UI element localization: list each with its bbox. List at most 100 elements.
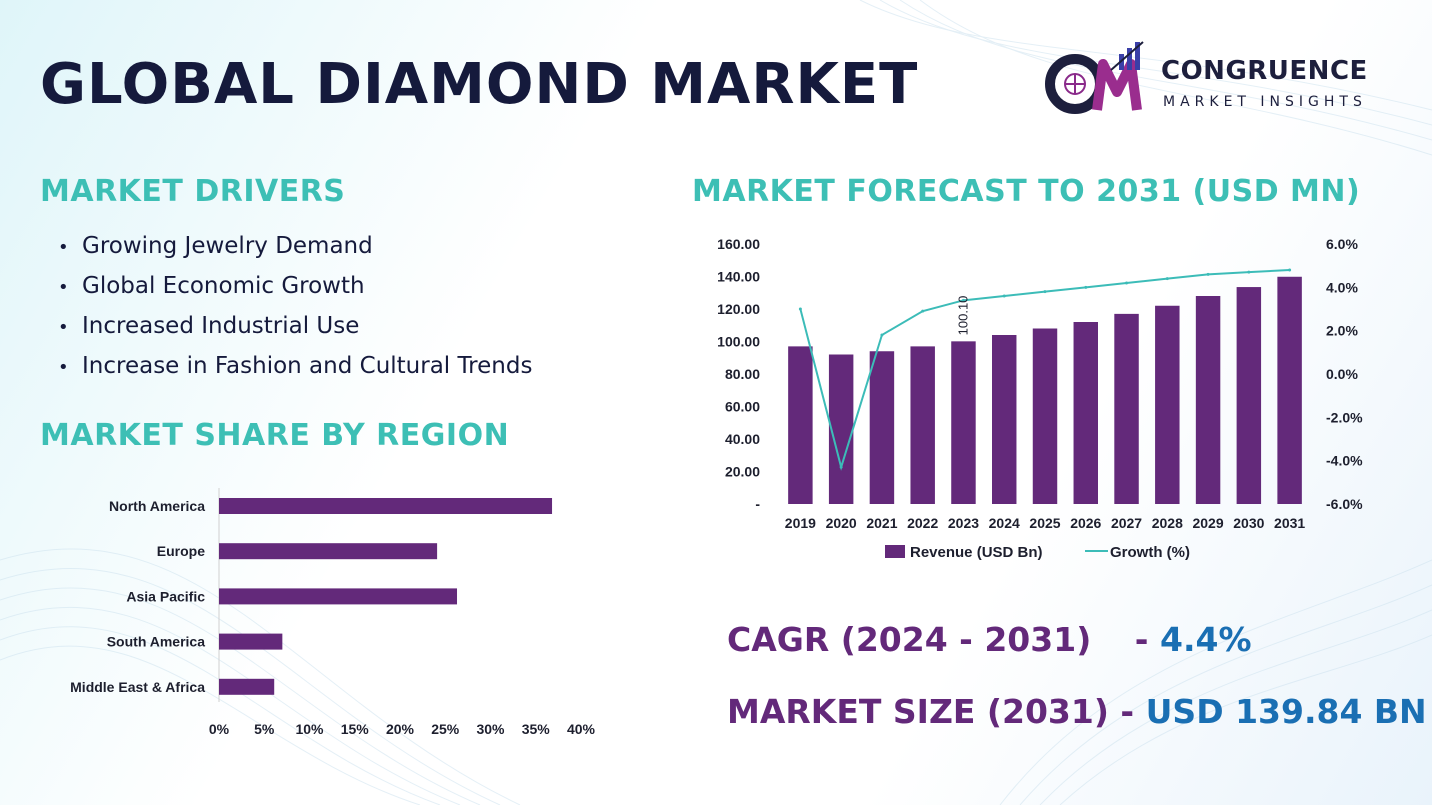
market-size-separator: - [1120,692,1135,731]
x-tick-label: 10% [295,721,324,737]
region-bar [219,678,275,695]
y-left-tick-label: 80.00 [725,366,760,382]
growth-point [1247,270,1251,274]
revenue-bar [1114,313,1139,504]
y-right-tick-label: 6.0% [1326,236,1358,252]
y-right-tick-label: -4.0% [1326,453,1363,469]
market-size-value: USD 139.84 BN [1145,692,1427,731]
legend-growth-label: Growth (%) [1110,544,1190,561]
brand-tagline: MARKET INSIGHTS [1163,94,1367,110]
region-share-chart: North America Europe Asia Pacific South Ame… [70,488,596,737]
growth-point [1043,290,1047,294]
y-left-tick-label: 100.00 [717,334,760,350]
brand-name: CONGRUENCE [1161,56,1368,86]
y-right-tick-label: 0.0% [1326,366,1358,382]
x-tick-label: 2021 [866,515,897,531]
revenue-bar [788,346,813,504]
drivers-heading: MARKET DRIVERS [40,174,346,209]
y-right-tick-label: -2.0% [1326,409,1363,425]
x-tick-label: 2030 [1233,515,1264,531]
y-left-tick-label: 60.00 [725,399,760,415]
cagr-separator: - [1134,620,1149,659]
cagr-stat: CAGR (2024 - 2031) - 4.4% [727,620,1252,659]
revenue-bar [1236,287,1262,504]
revenue-bar [992,335,1017,504]
y-left-tick-label: 20.00 [725,464,760,480]
cm-logo-icon [1045,41,1144,114]
x-tick-label: 2026 [1070,515,1101,531]
market-size-stat: MARKET SIZE (2031) - USD 139.84 BN [727,692,1427,731]
y-right-tick-label: -6.0% [1326,496,1363,512]
region-bar [219,588,458,605]
driver-item: • Global Economic Growth [58,268,532,308]
category-label: South America [107,634,205,650]
legend-revenue-swatch [885,545,905,558]
revenue-bar [910,346,935,504]
revenue-bar [1277,276,1302,504]
x-tick-label: 2022 [907,515,938,531]
y-right-tick-label: 2.0% [1326,323,1358,339]
category-label: Europe [157,543,205,559]
y-left-tick-label: 120.00 [717,301,760,317]
x-tick-label: 35% [522,721,551,737]
y-right-tick-label: 4.0% [1326,279,1358,295]
growth-point [798,307,802,311]
market-size-label: MARKET SIZE (2031) [727,692,1109,731]
growth-point [1002,294,1006,298]
x-tick-label: 5% [254,721,275,737]
growth-point [1288,268,1292,272]
page-title: GLOBAL DIAMOND MARKET [40,52,919,117]
x-tick-label: 2020 [826,515,857,531]
x-tick-label: 2019 [785,515,816,531]
x-tick-label: 0% [209,721,230,737]
category-label: Asia Pacific [126,588,205,604]
category-label: Middle East & Africa [70,679,205,695]
revenue-bar [1073,322,1098,504]
region-bar [219,543,438,560]
x-tick-label: 2023 [948,515,979,531]
growth-point [880,333,884,337]
growth-point [1206,272,1210,276]
revenue-bar [869,351,895,504]
cagr-label: CAGR (2024 - 2031) [727,620,1092,659]
growth-point [1084,285,1088,289]
bullet-icon: • [58,277,69,298]
region-bar [219,498,553,514]
revenue-bar [1155,305,1180,504]
growth-point [961,298,965,302]
x-tick-label: 30% [476,721,505,737]
x-tick-label: 2027 [1111,515,1142,531]
region-bar [219,633,283,650]
driver-item: • Increase in Fashion and Cultural Trends [58,348,532,388]
growth-point [1125,281,1129,285]
x-tick-label: 2028 [1152,515,1183,531]
legend-revenue-label: Revenue (USD Bn) [910,544,1043,561]
revenue-bar [951,341,976,504]
x-tick-label: 2024 [989,515,1020,531]
y-left-tick-label: - [755,496,760,512]
growth-point [921,309,925,313]
x-tick-label: 2031 [1274,515,1305,531]
cagr-value: 4.4% [1159,620,1252,659]
x-tick-label: 40% [567,721,596,737]
category-label: North America [109,498,205,514]
data-label: 100.10 [955,296,970,336]
x-tick-label: 2025 [1029,515,1060,531]
bullet-icon: • [58,317,69,338]
brand-logo: CONGRUENCE MARKET INSIGHTS [1045,40,1395,120]
y-left-tick-label: 40.00 [725,431,760,447]
region-heading: MARKET SHARE BY REGION [40,418,510,453]
revenue-bar [828,354,854,504]
driver-item: • Increased Industrial Use [58,308,532,348]
forecast-heading: MARKET FORECAST TO 2031 (USD MN) [692,174,1361,209]
forecast-chart: - 20.00 40.00 60.00 80.00 100.00 120.00 140.00 1… [717,236,1363,561]
revenue-bar [1032,328,1058,504]
bullet-icon: • [58,237,69,258]
drivers-list: • Growing Jewelry Demand • Global Economic… [58,228,532,388]
y-left-tick-label: 160.00 [717,236,760,252]
y-left-tick-label: 140.00 [717,269,760,285]
revenue-bar [1195,296,1221,504]
driver-item: • Growing Jewelry Demand [58,228,532,268]
x-tick-label: 20% [386,721,415,737]
growth-point [1165,277,1169,281]
